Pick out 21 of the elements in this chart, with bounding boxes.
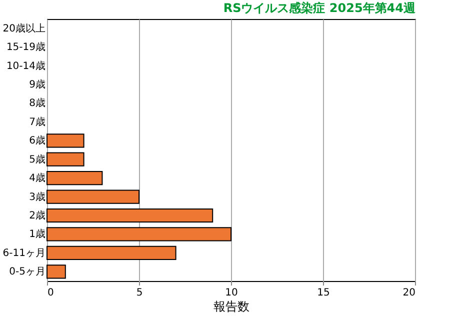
y-tick-label: 3歳 [29, 190, 46, 203]
y-tick-label: 0-5ヶ月 [9, 266, 46, 278]
y-tick-label: 7歳 [29, 116, 46, 128]
y-tick-label: 5歳 [29, 153, 46, 166]
x-axis-title: 報告数 [214, 300, 250, 314]
x-tick-label: 0 [48, 288, 54, 298]
x-tick-label: 20 [402, 288, 416, 298]
y-tick-label: 1歳 [29, 228, 46, 240]
chart-title: RSウイルス感染症 2025年第44週 [223, 1, 416, 15]
y-tick-label: 10-14歳 [6, 60, 46, 72]
x-tick-label: 15 [317, 288, 330, 298]
y-tick-label: 8歳 [29, 97, 46, 110]
x-tick-label: 10 [225, 288, 238, 298]
y-tick-label: 6歳 [29, 134, 46, 147]
y-tick-label: 2歳 [29, 210, 46, 222]
y-tick-label: 4歳 [29, 172, 46, 184]
y-tick-label: 9歳 [29, 78, 46, 90]
y-tick-label: 20歳以上 [2, 22, 46, 34]
x-tick-label: 5 [136, 288, 143, 298]
y-tick-label: 6-11ヶ月 [2, 248, 46, 259]
y-tick-label: 15-19歳 [6, 41, 46, 54]
